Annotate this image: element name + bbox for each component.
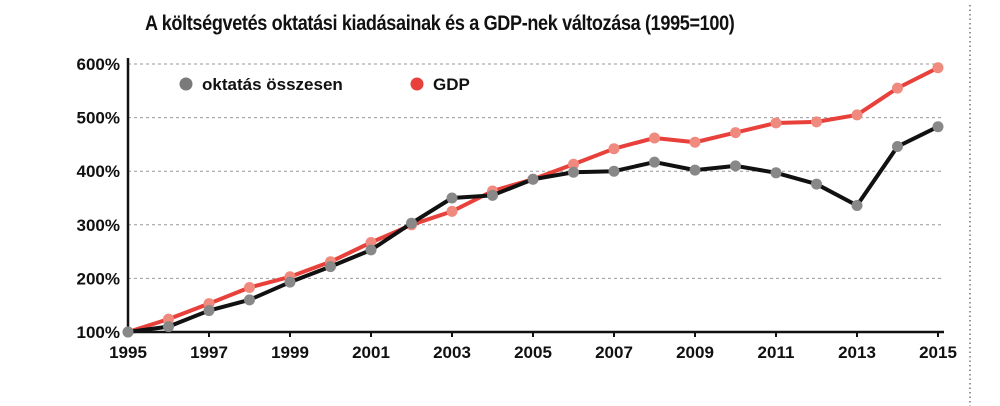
y-tick-labels: 100% 200% 300% 400% 500% 600% — [77, 55, 120, 342]
x-tick-label: 2009 — [676, 343, 714, 362]
data-point — [527, 173, 539, 185]
data-point — [649, 156, 660, 168]
data-point — [811, 116, 822, 128]
data-point — [608, 165, 620, 177]
x-tick-label: 2007 — [595, 343, 633, 362]
data-point — [811, 178, 822, 190]
series-oktatas — [122, 121, 944, 338]
y-tick-label: 200% — [77, 269, 120, 288]
data-point — [568, 158, 579, 170]
data-point — [203, 305, 215, 317]
x-tick-label: 1997 — [190, 343, 228, 362]
data-point — [892, 141, 903, 153]
data-point — [325, 261, 336, 273]
x-tick-label: 2005 — [514, 343, 552, 362]
y-tick-label: 300% — [77, 216, 120, 235]
data-point — [770, 167, 782, 179]
data-point — [892, 82, 903, 94]
x-tick-label: 2001 — [352, 343, 390, 362]
series-group — [122, 62, 944, 338]
data-point — [122, 326, 134, 338]
x-tick-label: 2011 — [758, 343, 795, 362]
data-point — [689, 164, 701, 176]
y-tick-label: 500% — [77, 109, 120, 128]
legend-label: oktatás összesen — [202, 75, 343, 94]
data-point — [406, 217, 417, 229]
x-tick-label: 1995 — [109, 343, 147, 362]
data-point — [365, 244, 377, 256]
data-point — [730, 160, 741, 172]
series-gdp — [122, 62, 944, 338]
legend: oktatás összesen GDP — [179, 75, 470, 94]
legend-label: GDP — [433, 75, 470, 94]
x-tick-label: 2015 — [919, 343, 957, 362]
y-tick-label: 100% — [77, 323, 120, 342]
data-point — [851, 200, 863, 212]
x-tick-label: 2013 — [838, 343, 876, 362]
chart-title: A költségvetés oktatási kiadásainak és a… — [145, 12, 735, 35]
legend-item: oktatás összesen — [179, 75, 343, 94]
legend-item: GDP — [410, 75, 470, 94]
x-tick-label: 1999 — [271, 343, 309, 362]
legend-marker — [410, 77, 424, 91]
data-point — [487, 189, 498, 201]
data-point — [689, 136, 701, 148]
grid-lines — [128, 63, 944, 279]
data-point — [649, 132, 660, 144]
legend-marker — [179, 77, 193, 91]
y-tick-label: 400% — [77, 162, 120, 181]
data-point — [608, 143, 620, 155]
data-point — [163, 321, 174, 333]
data-point — [932, 62, 944, 74]
data-point — [244, 294, 255, 306]
data-point — [730, 127, 741, 139]
x-tick-label: 2003 — [433, 343, 471, 362]
data-point — [446, 205, 458, 217]
data-point — [284, 276, 296, 288]
data-point — [244, 282, 255, 294]
y-tick-label: 600% — [77, 55, 120, 74]
x-tick-labels: 1995 1997 1999 2001 2003 2005 2007 2009 2011 2013… — [109, 343, 957, 362]
data-point — [851, 109, 863, 121]
axes — [126, 58, 944, 337]
data-point — [568, 166, 579, 178]
data-point — [932, 121, 944, 133]
data-point — [770, 117, 782, 129]
data-point — [446, 192, 458, 204]
